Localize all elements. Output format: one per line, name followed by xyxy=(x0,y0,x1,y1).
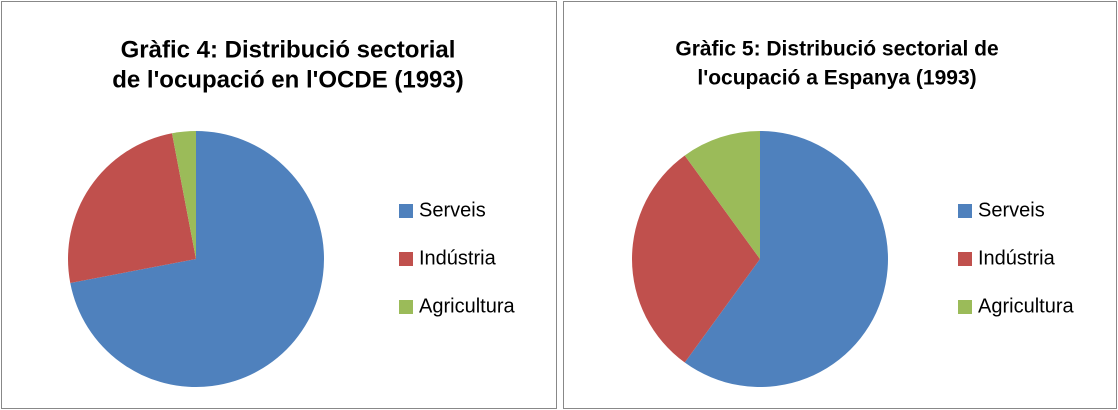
chart-title: Gràfic 4: Distribució sectorial xyxy=(121,36,456,63)
pie-slice xyxy=(172,131,196,259)
pie-slice xyxy=(684,131,760,259)
chart-title: de l'ocupació en l'OCDE (1993) xyxy=(112,66,464,93)
pie-slice xyxy=(67,133,196,283)
pie-slice xyxy=(632,155,760,363)
pie-slice xyxy=(684,131,888,388)
legend-label: Agricultura xyxy=(978,295,1074,317)
legend-label: Agricultura xyxy=(419,295,515,317)
legend-swatch xyxy=(958,300,972,314)
legend-label: Serveis xyxy=(419,199,486,221)
legend-label: Indústria xyxy=(978,247,1056,269)
legend-label: Serveis xyxy=(978,199,1045,221)
panel-border xyxy=(563,1,1117,409)
chart: Gràfic 4: Distribució sectorial de l'ocup… xyxy=(1,1,557,409)
legend-swatch xyxy=(399,204,413,218)
panel-border xyxy=(1,1,557,409)
legend-swatch xyxy=(399,300,413,314)
chart-title: Gràfic 5: Distribució sectorial de xyxy=(675,38,998,61)
chart-title: l'ocupació a Espanya (1993) xyxy=(697,67,976,90)
legend-swatch xyxy=(958,204,972,218)
pie-slice xyxy=(70,131,324,388)
legend-label: Indústria xyxy=(419,247,497,269)
legend-swatch xyxy=(958,252,972,266)
legend-swatch xyxy=(399,252,413,266)
chart: Gràfic 5: Distribució sectorial de l'ocup… xyxy=(563,1,1117,409)
